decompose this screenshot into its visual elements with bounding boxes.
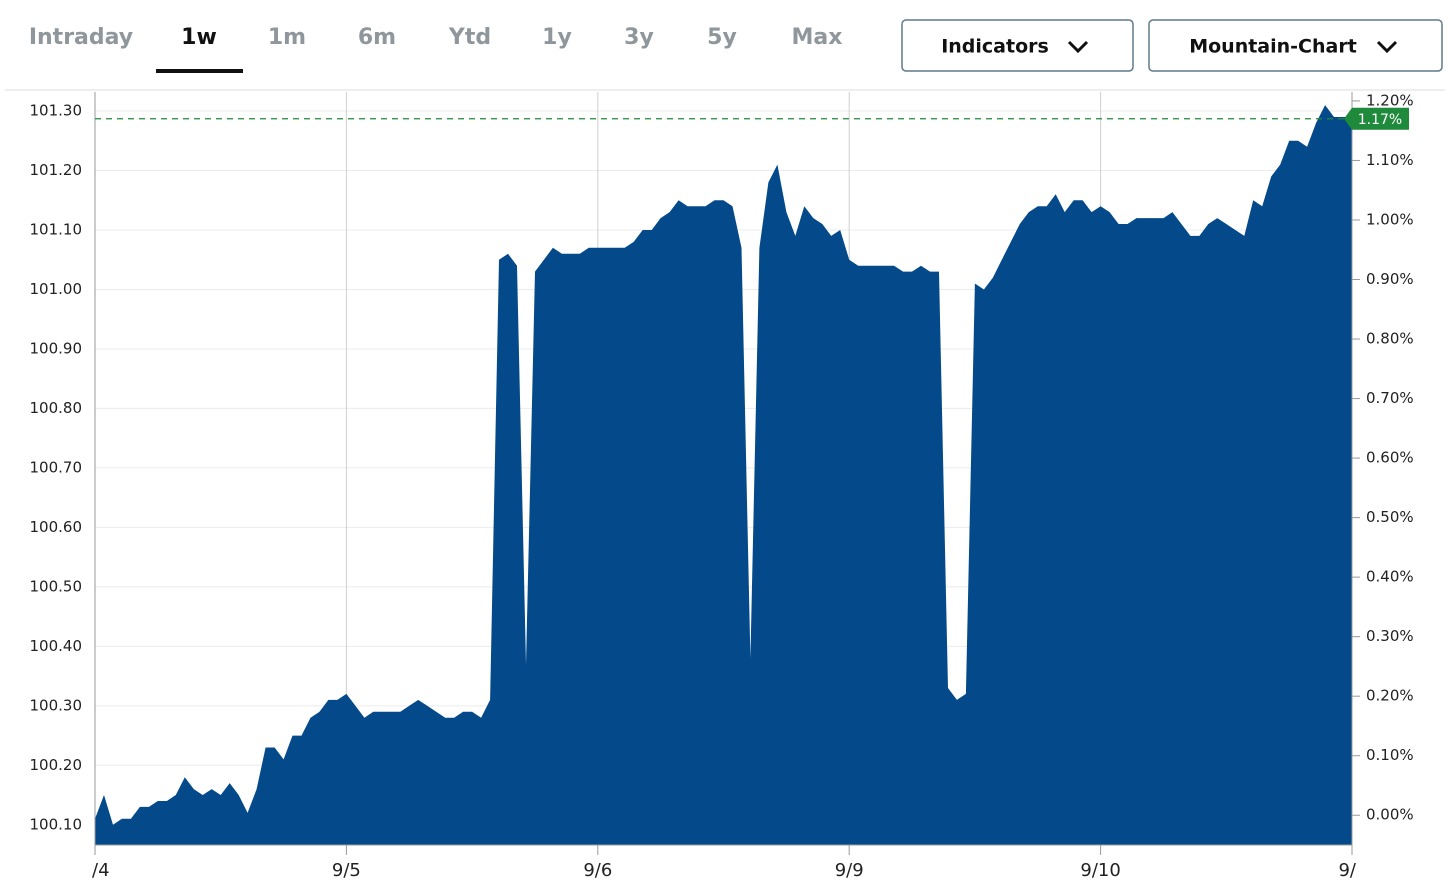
y-tick-label: 100.80 [30, 399, 83, 417]
tab[interactable]: 6m [358, 25, 396, 50]
y-tick-label: 100.50 [30, 577, 83, 595]
y2-tick-label: 1.10% [1366, 151, 1414, 169]
y-tick-label: 100.70 [30, 458, 83, 476]
tab[interactable]: 1y [542, 25, 572, 50]
y2-tick-label: 0.70% [1366, 389, 1414, 407]
tab[interactable]: Intraday [29, 25, 133, 50]
x-tick-label: 9/6 [583, 860, 612, 881]
y-tick-label: 100.40 [30, 637, 83, 655]
y-tick-label: 100.60 [30, 518, 83, 536]
tab[interactable]: 5y [707, 25, 737, 50]
chevron [1067, 40, 1089, 54]
x-tick-label: 9/5 [332, 860, 361, 881]
y2-tick-label: 0.90% [1366, 270, 1414, 288]
x-tick-label: 9/10 [1080, 860, 1120, 881]
active-tab-underline [156, 69, 243, 73]
y-tick-label: 101.00 [30, 280, 83, 298]
chevron [1376, 40, 1398, 54]
reference-badge [1344, 107, 1409, 130]
chart-type-button[interactable] [1148, 19, 1443, 72]
tab[interactable]: Ytd [448, 25, 491, 50]
y-tick-label: 101.30 [30, 102, 83, 120]
reference-label: 1.17% [1358, 112, 1402, 128]
x-tick-label: 9/ [1338, 860, 1356, 881]
button-label[interactable]: Indicators [941, 36, 1049, 58]
tab[interactable]: 3y [624, 25, 654, 50]
y2-tick-label: 1.00% [1366, 210, 1414, 228]
y2-tick-label: 0.10% [1366, 746, 1414, 764]
x-tick-label: 9/9 [835, 860, 864, 881]
tab[interactable]: 1m [268, 25, 306, 50]
y-tick-label: 100.10 [30, 815, 83, 833]
x-tick-label: /4 [92, 860, 110, 881]
y2-tick-label: 0.40% [1366, 568, 1414, 586]
indicators-button[interactable] [901, 19, 1134, 72]
y-tick-label: 101.20 [30, 161, 83, 179]
area [95, 105, 1352, 846]
tab[interactable]: Max [792, 25, 843, 50]
y2-tick-label: 0.20% [1366, 687, 1414, 705]
y2-tick-label: 0.80% [1366, 330, 1414, 348]
y2-tick-label: 0.00% [1366, 806, 1414, 824]
y2-tick-label: 0.50% [1366, 508, 1414, 526]
y2-tick-label: 0.30% [1366, 627, 1414, 645]
y-tick-label: 100.90 [30, 339, 83, 357]
y2-tick-label: 1.20% [1366, 91, 1414, 109]
y-tick-label: 100.30 [30, 696, 83, 714]
y-tick-label: 101.10 [30, 220, 83, 238]
y-tick-label: 100.20 [30, 756, 83, 774]
tab[interactable]: 1w [181, 25, 217, 50]
button-label[interactable]: Mountain-Chart [1189, 36, 1357, 58]
y2-tick-label: 0.60% [1366, 449, 1414, 467]
